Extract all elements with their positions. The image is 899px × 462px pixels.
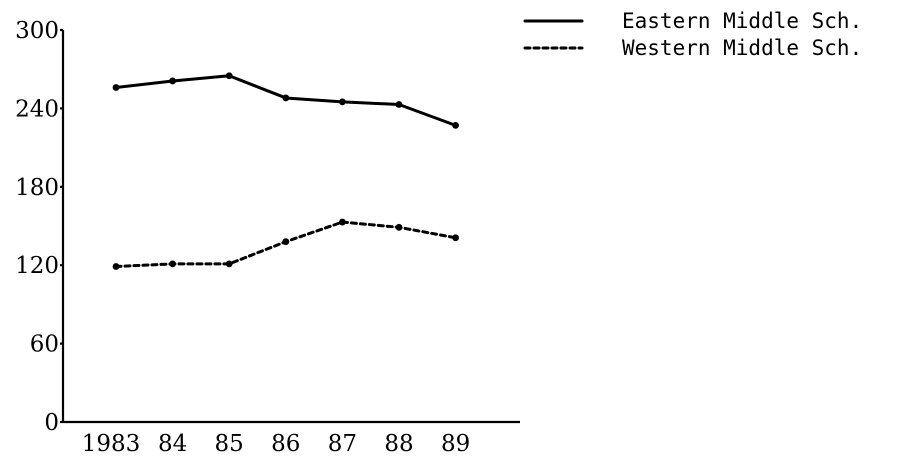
data-point-eastern (112, 84, 120, 91)
data-point-eastern (169, 77, 177, 85)
x-tick-label: 84 (158, 431, 187, 457)
x-tick-label: 89 (441, 431, 470, 457)
data-point-western (225, 260, 233, 268)
y-tick-label: 0 (44, 410, 59, 436)
x-tick-label: 87 (328, 431, 357, 457)
data-point-eastern (452, 121, 459, 129)
y-tick-label: 60 (30, 332, 59, 358)
x-tick-label: 85 (215, 431, 244, 457)
y-axis-ticks: 0 60 120 180 240 300 (15, 18, 63, 436)
y-tick-label: 180 (15, 175, 59, 201)
legend-label-western: Western Middle Sch. (622, 36, 862, 60)
x-tick-label: 86 (271, 431, 300, 457)
data-point-eastern (395, 101, 403, 108)
data-point-western (169, 260, 177, 268)
data-point-eastern (339, 98, 346, 106)
data-point-western (112, 263, 120, 270)
legend: Eastern Middle Sch. Western Middle Sch. (523, 9, 862, 60)
data-point-western (282, 238, 290, 246)
y-tick-label: 120 (15, 253, 59, 279)
data-point-western (395, 223, 403, 231)
legend-label-eastern: Eastern Middle Sch. (622, 9, 862, 33)
x-tick-label: 88 (384, 431, 413, 457)
data-point-eastern (225, 72, 233, 80)
x-tick-label: 1983 (82, 431, 141, 457)
data-point-western (452, 234, 459, 242)
series-group (112, 72, 459, 270)
x-axis-ticks: 1983 84 85 86 87 88 89 (82, 431, 471, 457)
y-tick-label: 300 (15, 18, 59, 44)
data-point-eastern (282, 94, 290, 102)
y-tick-label: 240 (15, 96, 59, 122)
data-point-western (339, 218, 346, 226)
